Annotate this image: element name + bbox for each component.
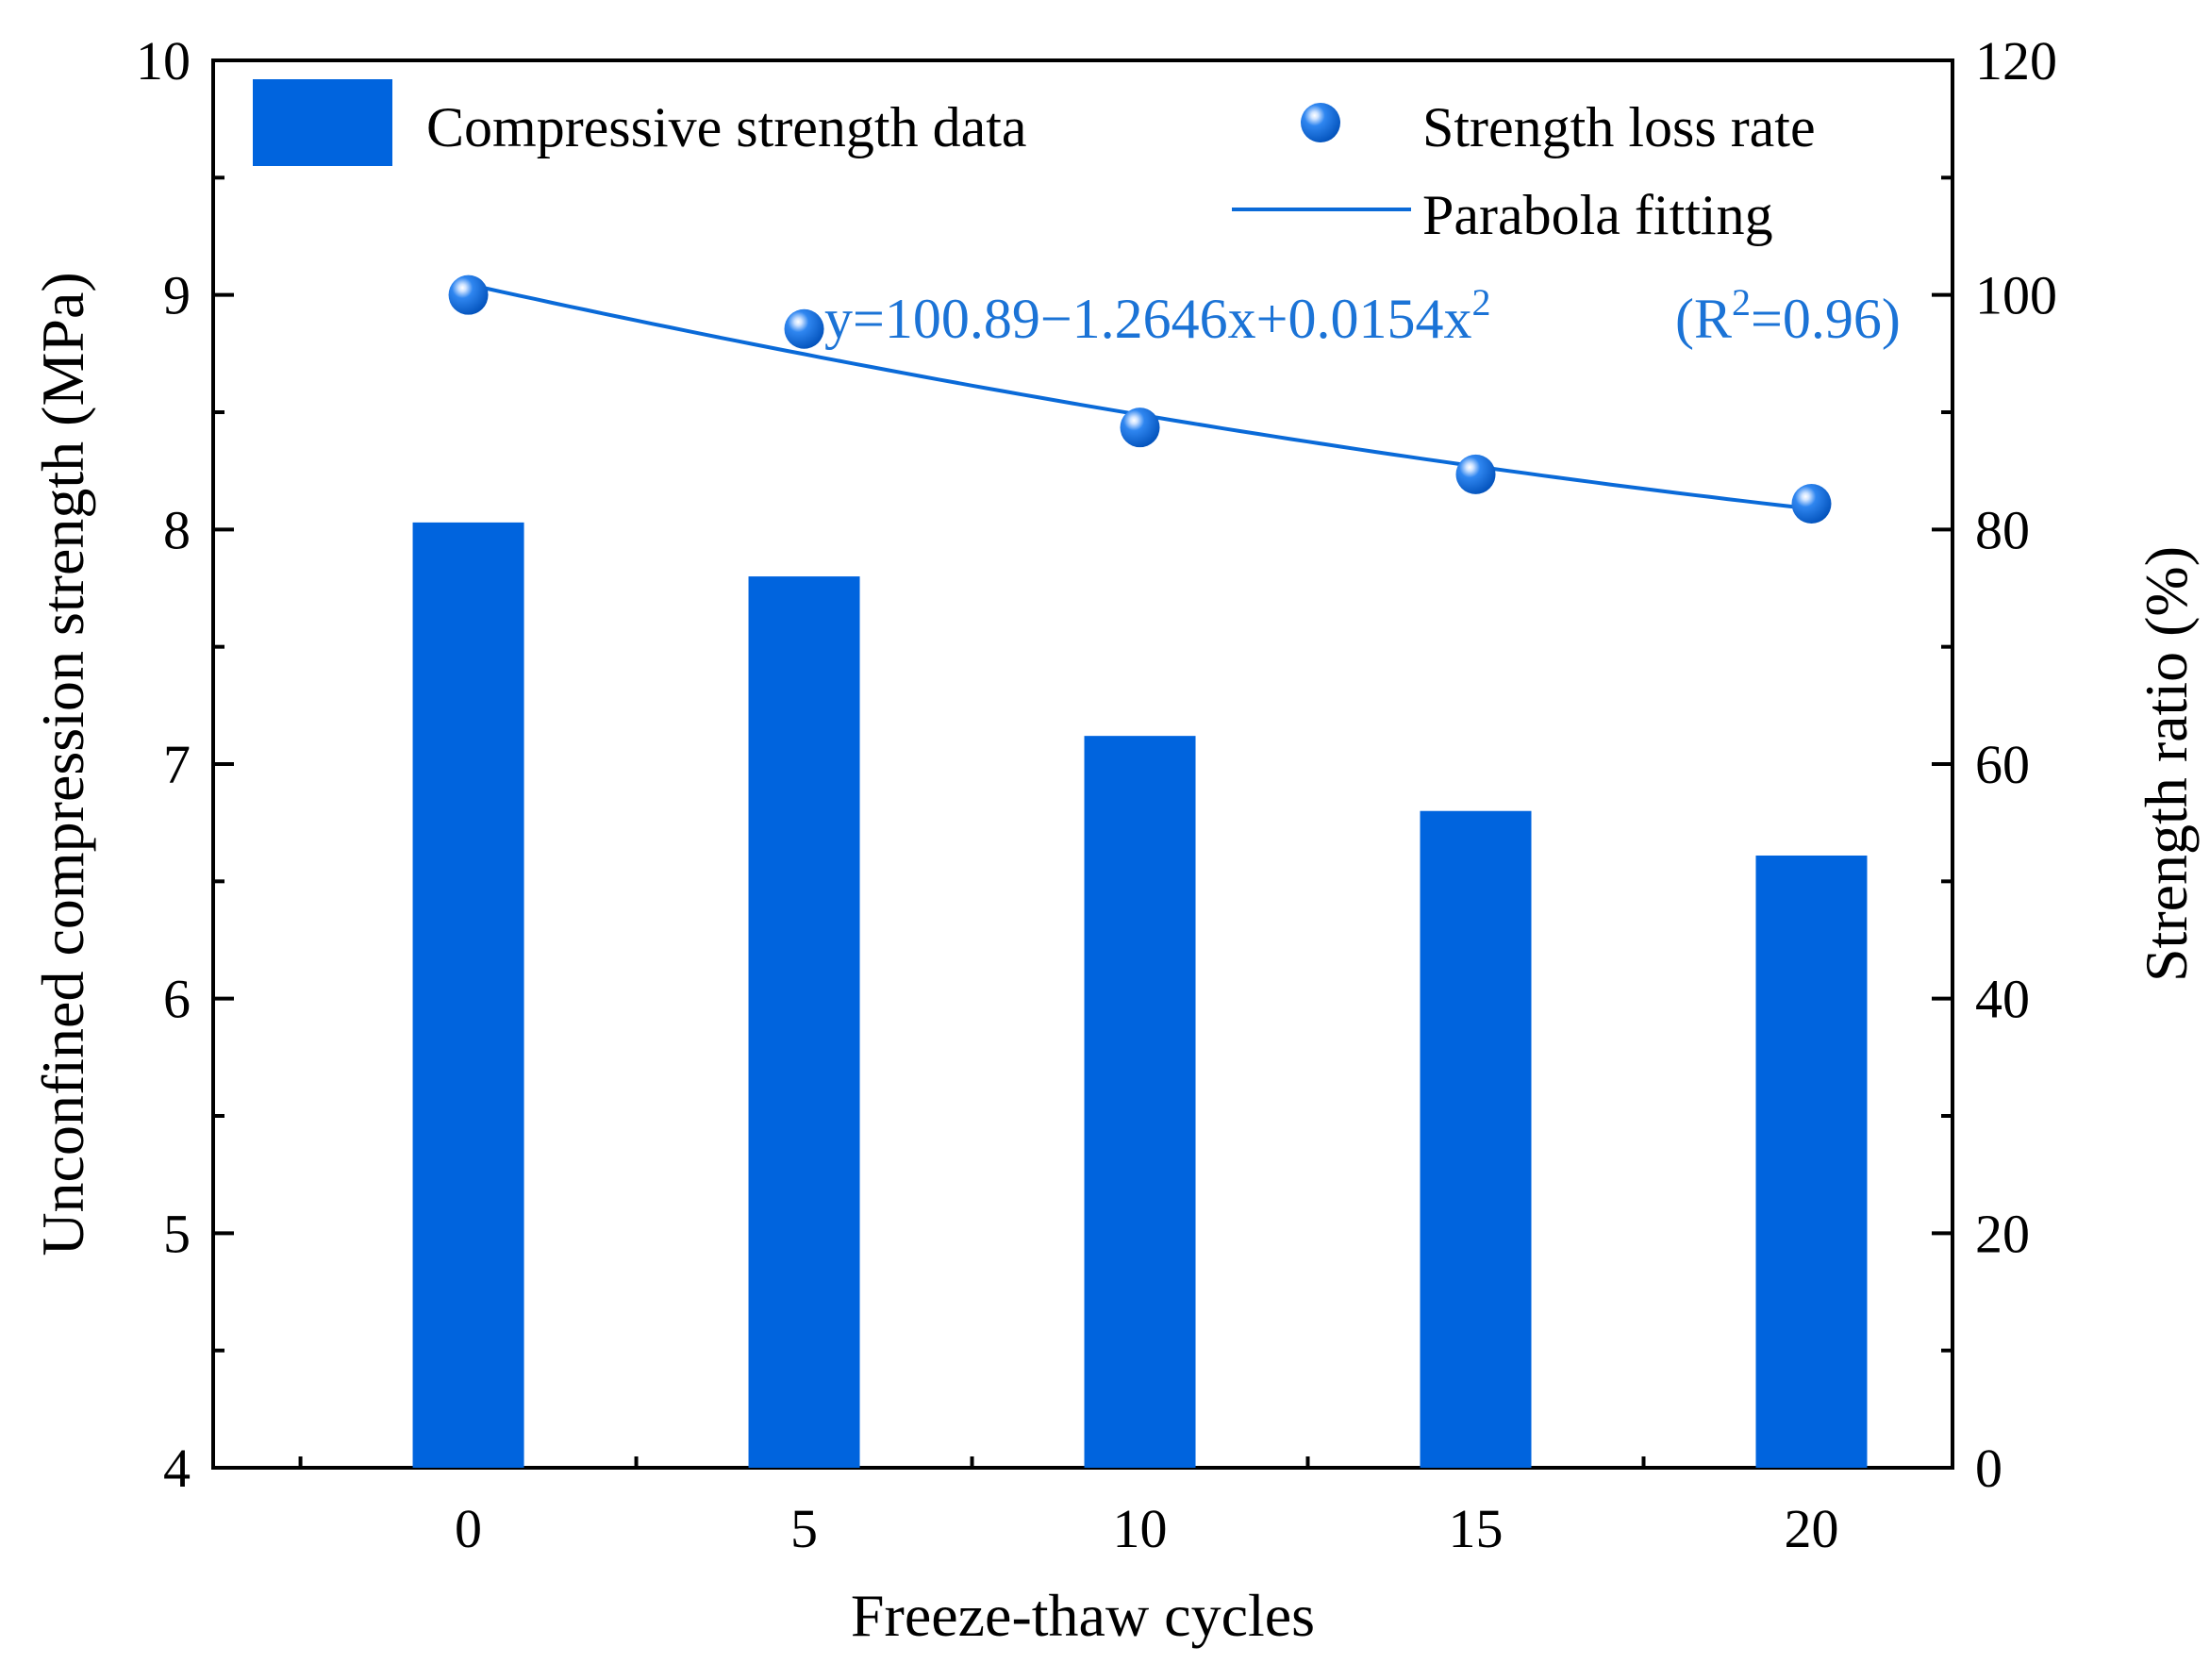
- bar: [412, 522, 524, 1468]
- right-tick-label: 100: [1975, 265, 2057, 326]
- legend-label-line: Parabola fitting: [1422, 184, 1773, 246]
- strength-ratio-point: [1791, 483, 1832, 524]
- right-tick-label: 20: [1975, 1203, 2030, 1264]
- strength-ratio-point: [448, 274, 489, 315]
- bar: [1084, 736, 1196, 1468]
- r-squared: (R2=0.96): [1675, 281, 1901, 350]
- right-tick-label: 0: [1975, 1438, 2002, 1499]
- right-tick-label: 120: [1975, 30, 2057, 91]
- x-tick-label: 20: [1784, 1498, 1838, 1559]
- strength-ratio-point: [1120, 408, 1160, 448]
- x-tick-label: 15: [1449, 1498, 1504, 1559]
- legend: Compressive strength data Strength loss …: [253, 79, 1816, 246]
- r-squared-superscript: 2: [1732, 281, 1751, 324]
- markers: [448, 274, 1832, 524]
- left-tick-label: 4: [163, 1438, 191, 1499]
- bar: [748, 576, 860, 1468]
- left-tick-label: 5: [163, 1203, 191, 1264]
- right-tick-label: 40: [1975, 969, 2030, 1030]
- r-squared-open: (R: [1675, 288, 1732, 350]
- bar: [1755, 855, 1868, 1468]
- x-tick-label: 10: [1113, 1498, 1168, 1559]
- left-tick-label: 8: [163, 499, 191, 560]
- right-tick-label: 80: [1975, 499, 2030, 560]
- left-tick-label: 6: [163, 969, 191, 1030]
- fit-equation: y=100.89−1.2646x+0.0154x2: [824, 281, 1491, 350]
- x-tick-label: 0: [455, 1498, 482, 1559]
- strength-ratio-point: [784, 308, 824, 349]
- left-tick-label: 9: [163, 265, 191, 326]
- left-tick-label: 7: [163, 734, 191, 795]
- legend-bar-swatch: [253, 79, 392, 166]
- x-axis-title: Freeze-thaw cycles: [851, 1582, 1315, 1649]
- equation-main: y=100.89−1.2646x+0.0154x: [824, 288, 1472, 350]
- y-axis-title-right: Strength ratio (%): [2133, 546, 2200, 982]
- left-tick-label: 10: [136, 30, 191, 91]
- x-tick-label: 5: [790, 1498, 818, 1559]
- right-tick-label: 60: [1975, 734, 2030, 795]
- bars: [412, 522, 1868, 1468]
- legend-marker-swatch: [1301, 103, 1340, 142]
- r-squared-close: =0.96): [1751, 288, 1901, 350]
- strength-ratio-point: [1455, 454, 1496, 494]
- y-axis-title-left: Unconfined compression strength (MPa): [29, 272, 96, 1256]
- legend-label-markers: Strength loss rate: [1422, 96, 1816, 158]
- equation-superscript: 2: [1472, 281, 1491, 324]
- bar: [1420, 810, 1532, 1468]
- legend-label-bars: Compressive strength data: [426, 96, 1027, 158]
